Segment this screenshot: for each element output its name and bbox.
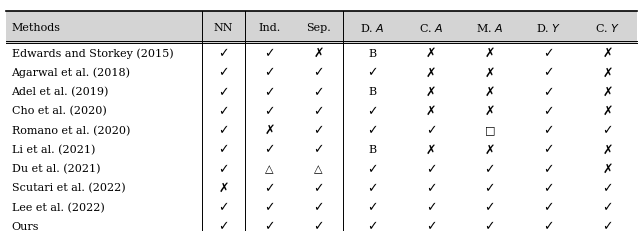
Text: B: B	[368, 87, 376, 97]
Text: ✓: ✓	[218, 47, 229, 60]
Text: C. $\mathit{Y}$: C. $\mathit{Y}$	[595, 22, 620, 34]
Text: ✓: ✓	[543, 200, 554, 213]
Text: ✗: ✗	[484, 47, 495, 60]
Text: ✓: ✓	[484, 162, 495, 175]
Text: ✓: ✓	[264, 66, 275, 79]
Text: ✓: ✓	[264, 219, 275, 231]
Text: ✗: ✗	[426, 85, 436, 98]
Text: Li et al. (2021): Li et al. (2021)	[12, 144, 95, 155]
Text: ✗: ✗	[484, 85, 495, 98]
Text: ✓: ✓	[367, 104, 378, 118]
Text: Methods: Methods	[12, 23, 61, 33]
Text: ✓: ✓	[313, 143, 324, 156]
Text: ✓: ✓	[218, 200, 229, 213]
Text: Agarwal et al. (2018): Agarwal et al. (2018)	[12, 67, 131, 78]
Text: Lee et al. (2022): Lee et al. (2022)	[12, 202, 104, 212]
Text: ✗: ✗	[602, 85, 612, 98]
Text: ✗: ✗	[602, 66, 612, 79]
Text: Ind.: Ind.	[258, 23, 280, 33]
Text: ✓: ✓	[218, 104, 229, 118]
Text: D. $\mathit{A}$: D. $\mathit{A}$	[360, 22, 385, 34]
Text: ✓: ✓	[543, 66, 554, 79]
Text: ✗: ✗	[602, 162, 612, 175]
Text: ✓: ✓	[426, 200, 436, 213]
Text: ✗: ✗	[264, 124, 275, 137]
Text: ✗: ✗	[313, 47, 324, 60]
Text: ✓: ✓	[367, 162, 378, 175]
Text: ✓: ✓	[602, 124, 612, 137]
Text: ✓: ✓	[543, 162, 554, 175]
Text: ✓: ✓	[543, 124, 554, 137]
Text: ✗: ✗	[484, 143, 495, 156]
Text: ✓: ✓	[602, 181, 612, 194]
Text: ✓: ✓	[543, 104, 554, 118]
Text: ✓: ✓	[484, 219, 495, 231]
Text: ✓: ✓	[367, 181, 378, 194]
Text: ✓: ✓	[426, 181, 436, 194]
Text: ✗: ✗	[602, 104, 612, 118]
Text: ✓: ✓	[426, 124, 436, 137]
Text: ✗: ✗	[426, 104, 436, 118]
Text: ✓: ✓	[426, 162, 436, 175]
Text: ✓: ✓	[264, 143, 275, 156]
Text: ✗: ✗	[484, 66, 495, 79]
Text: C. $\mathit{A}$: C. $\mathit{A}$	[419, 22, 444, 34]
Text: Sep.: Sep.	[306, 23, 331, 33]
Text: ✓: ✓	[218, 85, 229, 98]
Text: ✓: ✓	[484, 181, 495, 194]
Text: ✓: ✓	[218, 143, 229, 156]
Text: ✗: ✗	[218, 181, 229, 194]
Text: ✗: ✗	[602, 47, 612, 60]
Text: ✗: ✗	[602, 143, 612, 156]
Text: ✓: ✓	[543, 219, 554, 231]
Text: ✓: ✓	[218, 219, 229, 231]
Text: ✓: ✓	[602, 219, 612, 231]
Text: ✓: ✓	[264, 200, 275, 213]
Text: ✓: ✓	[218, 124, 229, 137]
Text: ✓: ✓	[313, 124, 324, 137]
Text: ✓: ✓	[543, 47, 554, 60]
Text: ✗: ✗	[426, 47, 436, 60]
Text: △: △	[314, 164, 323, 173]
Text: □: □	[484, 125, 495, 135]
Text: ✓: ✓	[218, 162, 229, 175]
Text: ✓: ✓	[367, 219, 378, 231]
Text: ✓: ✓	[313, 219, 324, 231]
Text: Du et al. (2021): Du et al. (2021)	[12, 163, 100, 174]
Text: ✓: ✓	[313, 66, 324, 79]
Text: ✓: ✓	[313, 104, 324, 118]
Text: △: △	[265, 164, 273, 173]
Text: ✓: ✓	[484, 200, 495, 213]
Text: Adel et al. (2019): Adel et al. (2019)	[12, 87, 109, 97]
Text: B: B	[368, 49, 376, 58]
Text: NN: NN	[214, 23, 234, 33]
Text: ✓: ✓	[367, 66, 378, 79]
Text: ✗: ✗	[484, 104, 495, 118]
Text: ✗: ✗	[426, 66, 436, 79]
Text: ✓: ✓	[313, 85, 324, 98]
Text: B: B	[368, 144, 376, 154]
Text: Scutari et al. (2022): Scutari et al. (2022)	[12, 182, 125, 193]
Text: Ours: Ours	[12, 221, 39, 231]
Text: Cho et al. (2020): Cho et al. (2020)	[12, 106, 106, 116]
Text: ✓: ✓	[543, 181, 554, 194]
Text: ✓: ✓	[367, 124, 378, 137]
Text: M. $\mathit{A}$: M. $\mathit{A}$	[476, 22, 504, 34]
Text: ✓: ✓	[313, 181, 324, 194]
Text: ✓: ✓	[543, 143, 554, 156]
Text: Romano et al. (2020): Romano et al. (2020)	[12, 125, 130, 135]
Text: ✓: ✓	[264, 104, 275, 118]
Text: ✓: ✓	[218, 66, 229, 79]
Text: Edwards and Storkey (2015): Edwards and Storkey (2015)	[12, 48, 173, 59]
Text: ✗: ✗	[426, 143, 436, 156]
Text: ✓: ✓	[264, 47, 275, 60]
Text: ✓: ✓	[426, 219, 436, 231]
Text: ✓: ✓	[313, 200, 324, 213]
Text: ✓: ✓	[264, 85, 275, 98]
Text: ✓: ✓	[367, 200, 378, 213]
Text: ✓: ✓	[602, 200, 612, 213]
Text: ✓: ✓	[264, 181, 275, 194]
Text: ✓: ✓	[543, 85, 554, 98]
Text: D. $\mathit{Y}$: D. $\mathit{Y}$	[536, 22, 561, 34]
